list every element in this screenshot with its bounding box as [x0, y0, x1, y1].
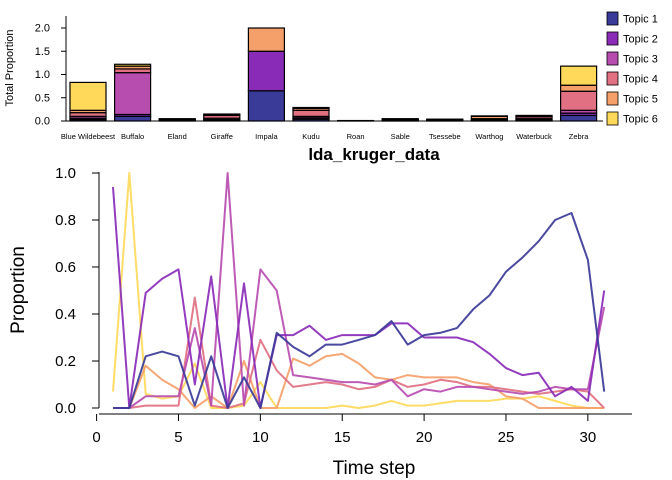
bar-segment-blue-wildebeest-topic-6 — [69, 81, 107, 111]
line-series-topic-2 — [112, 187, 606, 409]
line-x-tick-label: 0 — [92, 429, 100, 446]
bar-segment-zebra-topic-1 — [559, 114, 598, 122]
bar-x-label-eland: Eland — [168, 132, 187, 141]
legend-swatch-topic-3 — [606, 51, 619, 66]
bar-segment-roan-topic-3 — [337, 119, 375, 122]
bar-stacks — [69, 27, 598, 122]
bar-segment-kudu-topic-4 — [292, 109, 330, 117]
line-x-tick-label: 25 — [498, 429, 515, 446]
line-y-tick-label: 0.2 — [55, 353, 76, 370]
line-chart-ylabel: Proportion — [8, 246, 29, 334]
bar-y-tick-label: 1.0 — [35, 69, 50, 81]
bar-chart-ylabel: Total Proportion — [4, 29, 16, 106]
legend-label-topic-2: Topic 2 — [623, 34, 658, 46]
legend: Topic 1 Topic 2 Topic 3 Topic 4 Topic 5 Topic… — [606, 11, 658, 126]
line-series-topic-6 — [112, 172, 605, 409]
line-x-tick-label: 20 — [416, 429, 433, 446]
bar-x-tick-labels: Blue Wildebeest Buffalo Eland Giraffe Impala… — [61, 132, 589, 141]
bar-segment-kudu-topic-6 — [292, 106, 330, 110]
bar-x-label-sable: Sable — [391, 132, 410, 141]
line-y-tick-label: 0.6 — [55, 259, 76, 276]
bar-segment-eland-topic-5 — [158, 118, 196, 120]
bar-y-tick-label: 2.0 — [35, 23, 50, 35]
bar-x-label-kudu: Kudu — [302, 132, 320, 141]
line-y-tick-label: 0.4 — [55, 306, 76, 323]
bar-x-label-blue-wildebeest: Blue Wildebeest — [61, 132, 116, 141]
line-y-ticks: 0.0 0.2 0.4 0.6 0.8 1.0 — [55, 165, 99, 417]
line-series-topic-5 — [113, 352, 605, 409]
legend-label-topic-6: Topic 6 — [623, 114, 658, 126]
legend-swatch-topic-1 — [606, 11, 619, 26]
line-x-ticks: 0 5 10 15 20 25 30 — [92, 414, 596, 446]
bar-segment-buffalo-topic-6 — [113, 63, 152, 67]
bar-segment-zebra-topic-5 — [559, 84, 598, 92]
bar-segment-impala-topic-1 — [247, 90, 285, 122]
bar-x-label-tsessebe: Tsessebe — [429, 132, 461, 141]
bar-segment-waterbuck-topic-6 — [515, 114, 553, 117]
bar-chart-title: lda_kruger_data — [308, 145, 440, 164]
line-series-topic-4 — [113, 296, 605, 409]
line-y-tick-label: 0.0 — [55, 400, 76, 417]
bar-x-label-zebra: Zebra — [569, 132, 589, 141]
line-chart-xlabel: Time step — [333, 458, 416, 479]
bar-segment-impala-topic-2 — [247, 50, 285, 92]
line-series-topic-3 — [113, 172, 606, 409]
legend-swatch-topic-2 — [606, 31, 619, 46]
legend-label-topic-5: Topic 5 — [623, 94, 658, 106]
line-y-tick-label: 1.0 — [55, 165, 76, 182]
legend-label-topic-4: Topic 4 — [623, 74, 658, 86]
legend-label-topic-1: Topic 1 — [623, 14, 658, 26]
bar-segment-buffalo-topic-3 — [113, 72, 152, 116]
bar-y-ticks: 0.0 0.5 1.0 1.5 2.0 — [35, 23, 66, 128]
bar-segment-sable-topic-6 — [381, 118, 419, 120]
line-y-tick-label: 0.8 — [55, 212, 76, 229]
line-series-group — [112, 172, 606, 409]
bar-y-tick-label: 0.0 — [35, 116, 50, 128]
bar-y-tick-label: 1.5 — [35, 46, 50, 58]
bar-segment-zebra-topic-4 — [559, 90, 598, 111]
line-x-tick-label: 5 — [174, 429, 182, 446]
legend-swatch-topic-4 — [606, 71, 619, 86]
bar-x-label-waterbuck: Waterbuck — [516, 132, 552, 141]
legend-swatch-topic-5 — [606, 91, 619, 106]
bar-x-label-roan: Roan — [347, 132, 365, 141]
bar-segment-warthog-topic-6 — [470, 115, 508, 117]
bar-y-tick-label: 0.5 — [35, 92, 50, 104]
legend-swatch-topic-6 — [606, 111, 619, 126]
line-x-tick-label: 10 — [252, 429, 269, 446]
bar-segment-zebra-topic-6 — [559, 65, 598, 86]
bar-segment-giraffe-topic-6 — [203, 113, 241, 116]
line-series-topic-1 — [113, 212, 606, 409]
line-x-tick-label: 15 — [334, 429, 351, 446]
bar-x-label-impala: Impala — [255, 132, 278, 141]
bar-x-label-giraffe: Giraffe — [211, 132, 233, 141]
legend-label-topic-3: Topic 3 — [623, 54, 658, 66]
bar-segment-impala-topic-5 — [247, 27, 285, 52]
line-x-tick-label: 30 — [580, 429, 597, 446]
bar-panel: Total Proportion 0.0 0.5 1.0 1.5 2.0 Blue Wi… — [4, 11, 658, 164]
bar-segment-buffalo-topic-1 — [113, 115, 152, 122]
line-panel: 0.0 0.2 0.4 0.6 0.8 1.0 0 5 10 15 20 25 30 Proporti… — [8, 165, 632, 479]
bar-x-label-warthog: Warthog — [475, 132, 503, 141]
bar-segment-tsessebe-topic-6 — [426, 118, 464, 121]
bar-x-label-buffalo: Buffalo — [121, 132, 144, 141]
